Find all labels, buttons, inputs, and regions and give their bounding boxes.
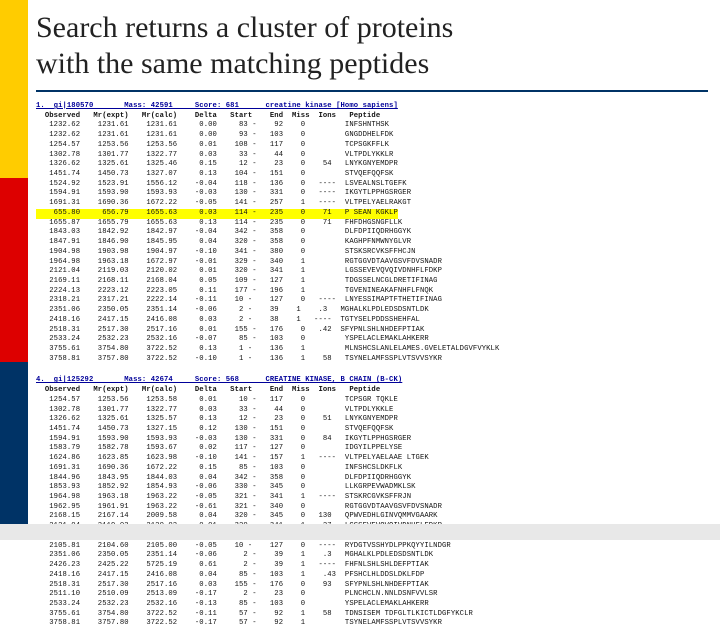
data-row: 2224.13 2223.12 2223.05 0.11 177 - 196 1…	[36, 287, 708, 297]
data-row: 3758.81 3757.80 3722.52 -0.10 1 - 136 1 …	[36, 355, 708, 365]
data-row: 3755.61 3754.80 3722.52 0.13 1 - 136 1 M…	[36, 345, 708, 355]
footer-bar	[0, 524, 720, 540]
side-color-bar	[0, 0, 28, 540]
data-row: 1964.98 1963.18 1963.22 -0.05 321 - 341 …	[36, 493, 708, 503]
data-row: 1302.78 1301.77 1322.77 0.03 33 - 44 0 V…	[36, 406, 708, 416]
data-row: 1451.74 1450.73 1327.15 0.12 130 - 151 0…	[36, 425, 708, 435]
data-row: 1583.79 1582.78 1593.67 0.02 117 - 127 0…	[36, 444, 708, 454]
data-row: 1843.03 1842.92 1842.97 -0.04 342 - 358 …	[36, 228, 708, 238]
data-row: 2533.24 2532.23 2532.16 -0.07 85 - 103 0…	[36, 335, 708, 345]
protein-header-2: 4. gi|125292 Mass: 42674 Score: 568 CREA…	[36, 376, 708, 386]
column-head-2: Observed Mr(expt) Mr(calc) Delta Start E…	[36, 386, 708, 396]
data-row: 1232.62 1231.61 1231.61 0.00 93 - 103 0 …	[36, 131, 708, 141]
data-row: 1232.62 1231.61 1231.61 0.00 83 - 92 0 I…	[36, 121, 708, 131]
data-row: 1326.62 1325.61 1325.57 0.13 12 - 23 0 5…	[36, 415, 708, 425]
data-row: 3758.81 3757.80 3722.52 -0.17 57 - 92 1 …	[36, 619, 708, 629]
data-row: 2169.11 2168.11 2168.04 0.05 109 - 127 1…	[36, 277, 708, 287]
sidebar-blue	[0, 362, 28, 540]
data-row-highlighted: 655.80 656.79 1655.63 0.03 114 - 235 0 7…	[36, 209, 708, 219]
sidebar-yellow	[0, 0, 28, 178]
data-row: 2533.24 2532.23 2532.16 -0.13 85 - 103 0…	[36, 600, 708, 610]
data-row: 1594.91 1593.90 1593.93 -0.03 130 - 331 …	[36, 435, 708, 445]
data-row: 2351.06 2350.05 2351.14 -0.06 2 - 39 1 .…	[36, 551, 708, 561]
title-line-1: Search returns a cluster of proteins	[36, 11, 453, 44]
data-row: 1964.98 1963.18 1672.97 -0.01 329 - 340 …	[36, 258, 708, 268]
data-row: 1326.62 1325.61 1325.46 0.15 12 - 23 0 5…	[36, 160, 708, 170]
data-row: 2121.04 2119.03 2120.02 0.01 320 - 341 1…	[36, 267, 708, 277]
data-row: 2518.31 2517.30 2517.16 0.03 155 - 176 0…	[36, 581, 708, 591]
data-row: 1691.31 1690.36 1672.22 0.15 85 - 103 0 …	[36, 464, 708, 474]
data-row: 3755.61 3754.80 3722.52 -0.11 57 - 92 1 …	[36, 610, 708, 620]
data-row: 1853.93 1852.92 1854.93 -0.06 330 - 345 …	[36, 483, 708, 493]
data-row: 1844.96 1843.95 1844.03 0.04 342 - 358 0…	[36, 474, 708, 484]
data-row: 1302.78 1301.77 1322.77 0.03 33 - 44 0 V…	[36, 151, 708, 161]
data-row: 2511.10 2510.09 2513.09 -0.17 2 - 23 0 P…	[36, 590, 708, 600]
data-row: 1524.92 1523.91 1556.12 -0.04 118 - 136 …	[36, 180, 708, 190]
data-row: 2426.23 2425.22 5725.19 0.61 2 - 39 1 --…	[36, 561, 708, 571]
title-underline	[36, 90, 708, 92]
slide-content: Search returns a cluster of proteins wit…	[36, 10, 708, 641]
data-row: 1254.57 1253.56 1253.56 0.01 108 - 117 0…	[36, 141, 708, 151]
data-row: 1904.98 1903.98 1904.97 -0.10 341 - 380 …	[36, 248, 708, 258]
data-row: 2105.81 2104.60 2105.00 -0.05 10 - 127 0…	[36, 542, 708, 552]
data-row: 2168.15 2167.14 2009.58 0.04 320 - 345 0…	[36, 512, 708, 522]
protein-header-1: 1. gi|180570 Mass: 42591 Score: 681 crea…	[36, 102, 708, 112]
data-row: 1594.91 1593.90 1593.93 -0.03 130 - 331 …	[36, 189, 708, 199]
column-head-1: Observed Mr(expt) Mr(calc) Delta Start E…	[36, 112, 708, 122]
title-line-2: with the same matching peptides	[36, 47, 429, 80]
data-row: 2418.16 2417.15 2416.08 0.04 85 - 103 1 …	[36, 571, 708, 581]
data-row: 1451.74 1450.73 1327.07 0.13 104 - 151 0…	[36, 170, 708, 180]
data-row: 2418.16 2417.15 2416.08 0.03 2 - 38 1 --…	[36, 316, 708, 326]
data-row: 1962.95 1961.91 1963.22 -0.61 321 - 340 …	[36, 503, 708, 513]
data-row: 2518.31 2517.30 2517.16 0.01 155 - 176 0…	[36, 326, 708, 336]
data-row: 2351.06 2350.05 2351.14 -0.06 2 - 39 1 .…	[36, 306, 708, 316]
data-row: 1624.86 1623.85 1623.98 -0.10 141 - 157 …	[36, 454, 708, 464]
data-row: 1691.31 1690.36 1672.22 -0.05 141 - 257 …	[36, 199, 708, 209]
data-row: 1254.57 1253.56 1253.58 0.01 10 - 117 0 …	[36, 396, 708, 406]
slide-title: Search returns a cluster of proteins wit…	[36, 10, 708, 82]
data-row: 1655.87 1655.79 1655.63 0.13 114 - 235 0…	[36, 219, 708, 229]
protein-block-1: 1. gi|180570 Mass: 42591 Score: 681 crea…	[36, 102, 708, 364]
sidebar-red	[0, 178, 28, 362]
data-row: 1847.91 1846.90 1845.95 0.04 320 - 358 0…	[36, 238, 708, 248]
protein-block-2: 4. gi|125292 Mass: 42674 Score: 568 CREA…	[36, 376, 708, 629]
data-row: 2318.21 2317.21 2222.14 -0.11 10 - 127 0…	[36, 296, 708, 306]
